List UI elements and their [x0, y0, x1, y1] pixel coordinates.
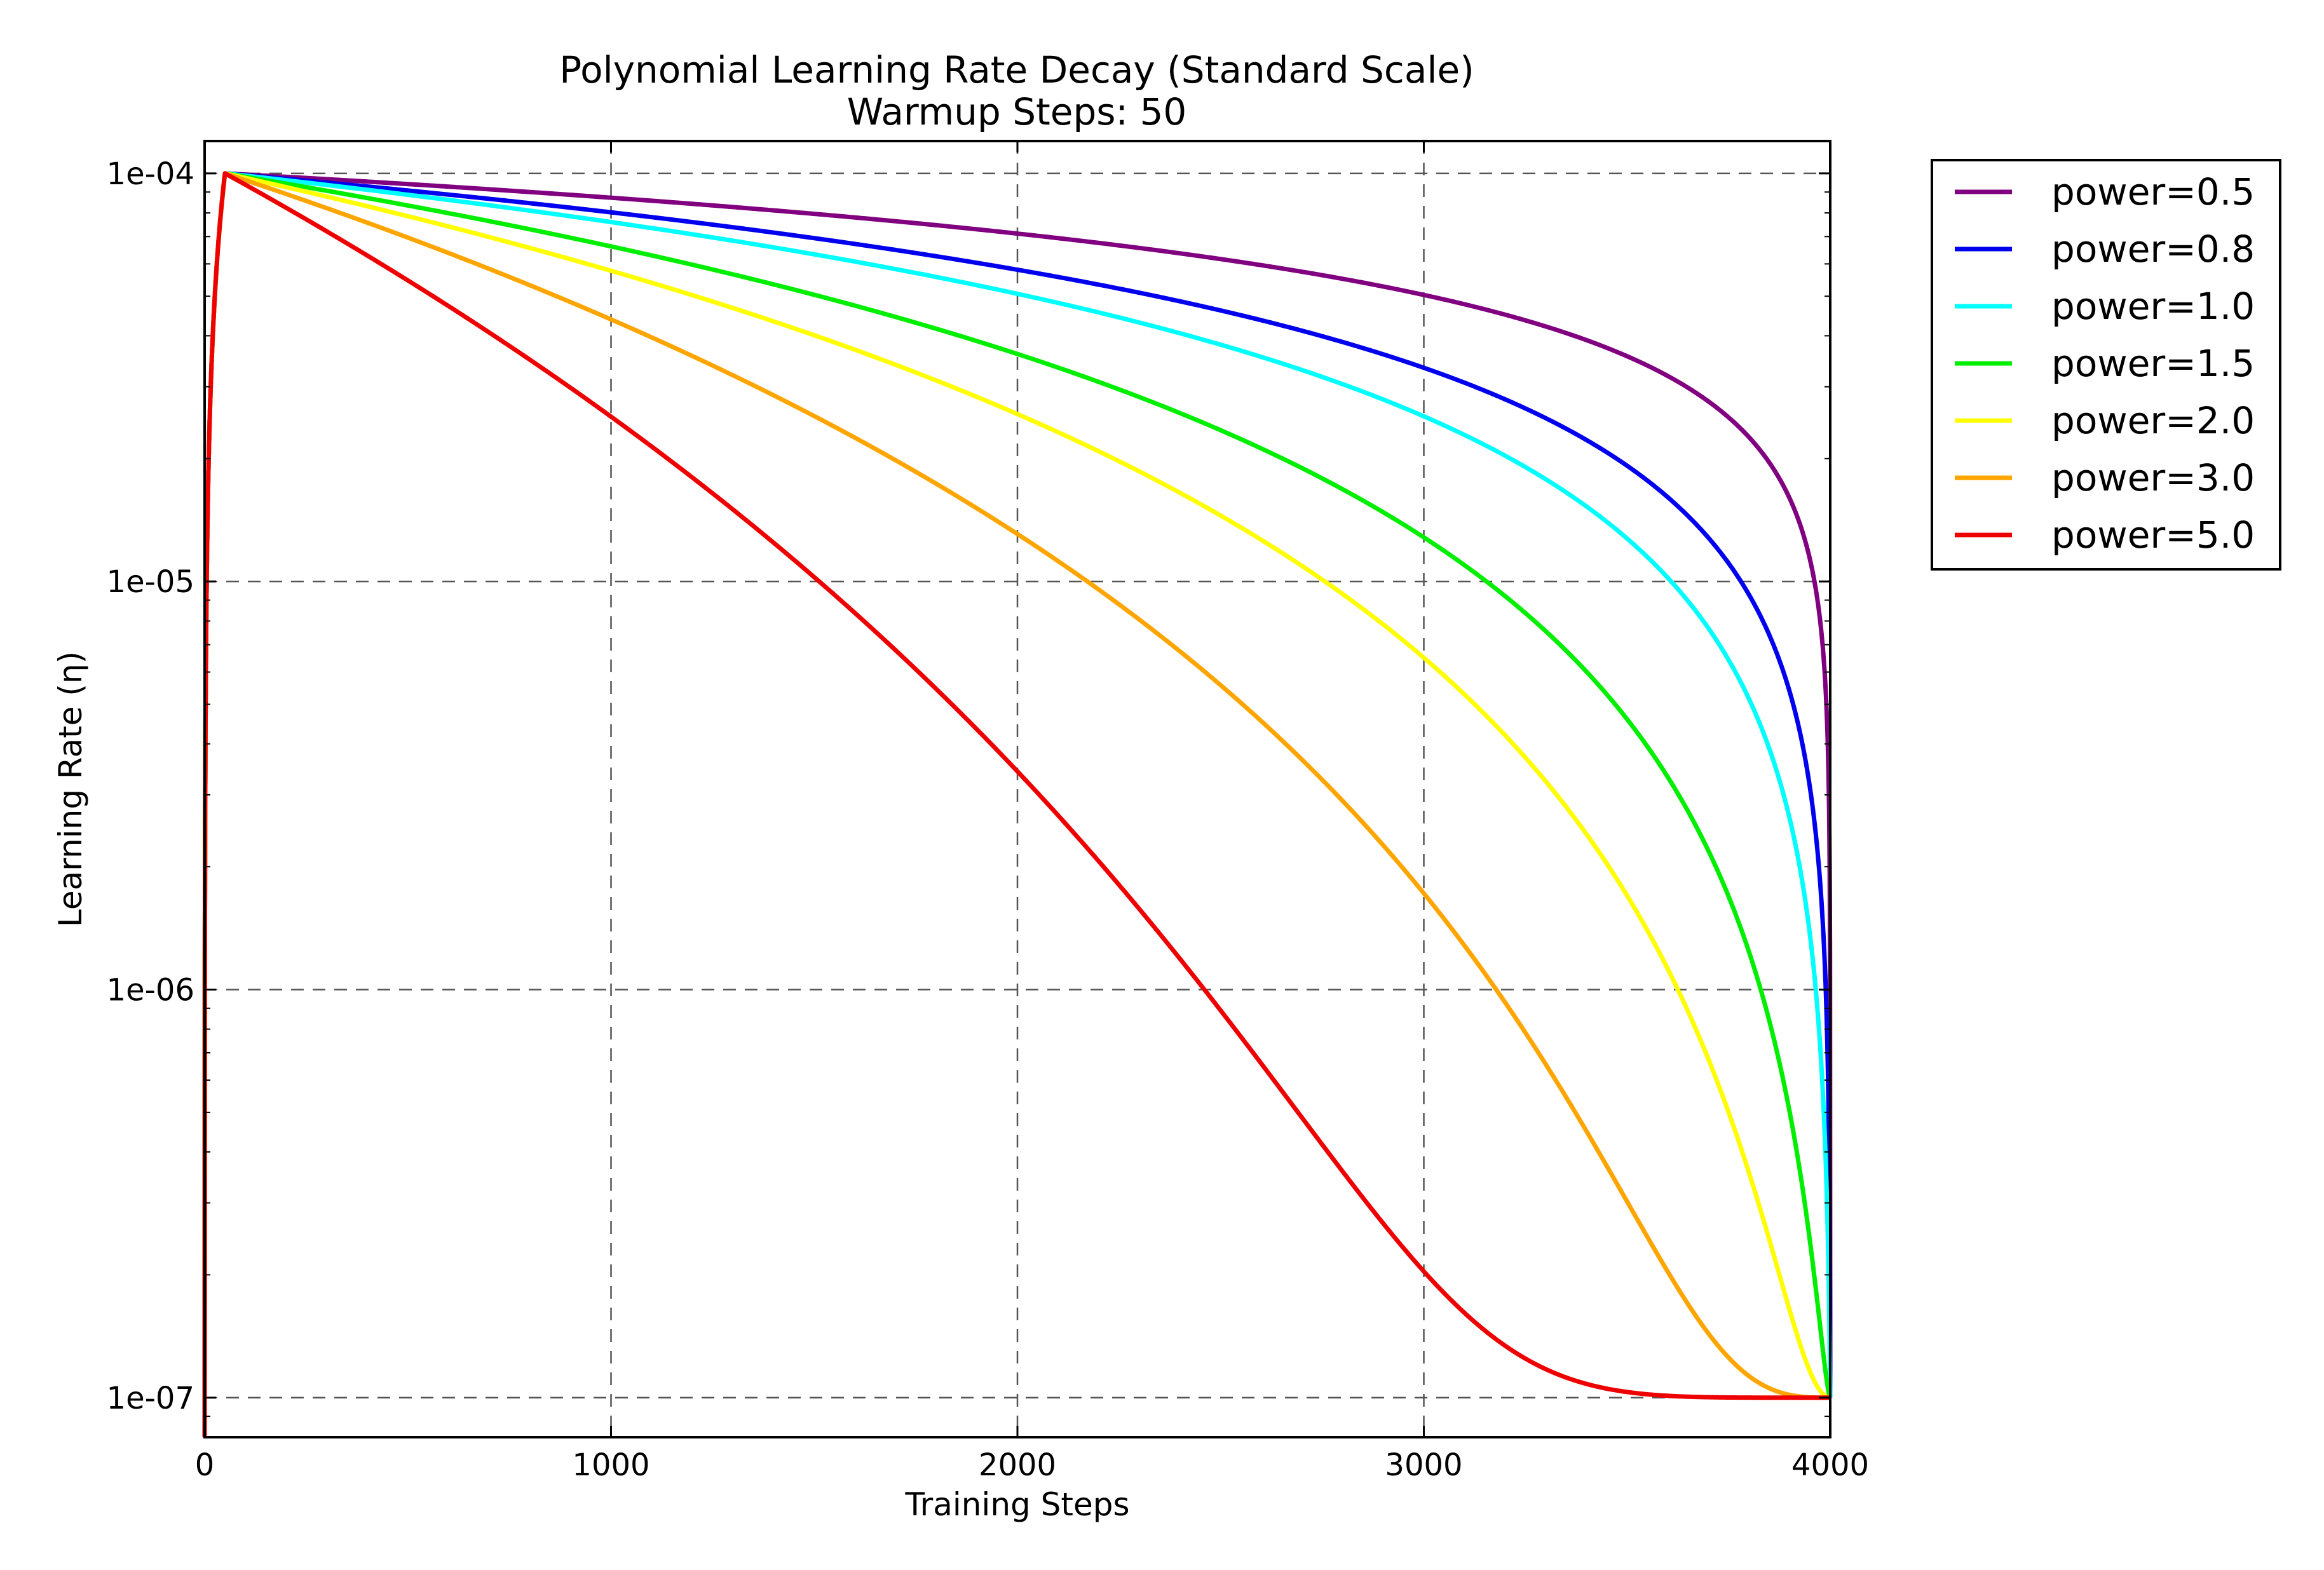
y-axis-label: Learning Rate (η)	[52, 651, 89, 927]
grid	[205, 141, 1830, 1437]
y-tick-label: 1e-04	[107, 156, 194, 192]
x-tick-label: 0	[195, 1447, 215, 1483]
legend: power=0.5 power=0.8 power=1.0 power=1.5 powe…	[1931, 159, 2281, 571]
legend-label: power=5.0	[2051, 513, 2255, 557]
legend-label: power=0.8	[2051, 227, 2255, 271]
y-tick-label: 1e-05	[107, 564, 194, 600]
series-line-power=1.5	[202, 171, 1833, 1438]
y-tick-label: 1e-06	[107, 972, 194, 1008]
chart-subtitle: Warmup Steps: 50	[847, 90, 1187, 133]
legend-label: power=2.0	[2051, 399, 2255, 442]
x-axis-label: Training Steps	[904, 1486, 1129, 1523]
series-line-power=5.0	[202, 171, 1833, 1438]
legend-label: power=0.5	[2051, 170, 2255, 213]
chart-title: Polynomial Learning Rate Decay (Standard…	[559, 48, 1474, 91]
x-tick-label: 3000	[1385, 1447, 1462, 1483]
legend-label: power=3.0	[2051, 456, 2255, 499]
x-tick-label: 2000	[979, 1447, 1056, 1483]
axis-ticks	[203, 141, 1831, 1437]
series-line-power=1.0	[202, 171, 1833, 1438]
legend-items: power=0.5 power=0.8 power=1.0 power=1.5 powe…	[1955, 170, 2255, 557]
series-line-power=2.0	[202, 171, 1833, 1438]
x-axis-tick-labels: 0 1000 2000 3000 4000	[195, 1447, 1869, 1483]
series-line-power=3.0	[202, 171, 1833, 1438]
y-tick-label: 1e-07	[107, 1381, 194, 1416]
x-tick-label: 4000	[1791, 1447, 1869, 1483]
x-tick-label: 1000	[572, 1447, 649, 1483]
series-lines	[202, 171, 1833, 1438]
legend-label: power=1.0	[2051, 285, 2255, 328]
legend-label: power=1.5	[2051, 342, 2255, 385]
y-axis-tick-labels: 1e-07 1e-06 1e-05 1e-04	[107, 156, 194, 1416]
